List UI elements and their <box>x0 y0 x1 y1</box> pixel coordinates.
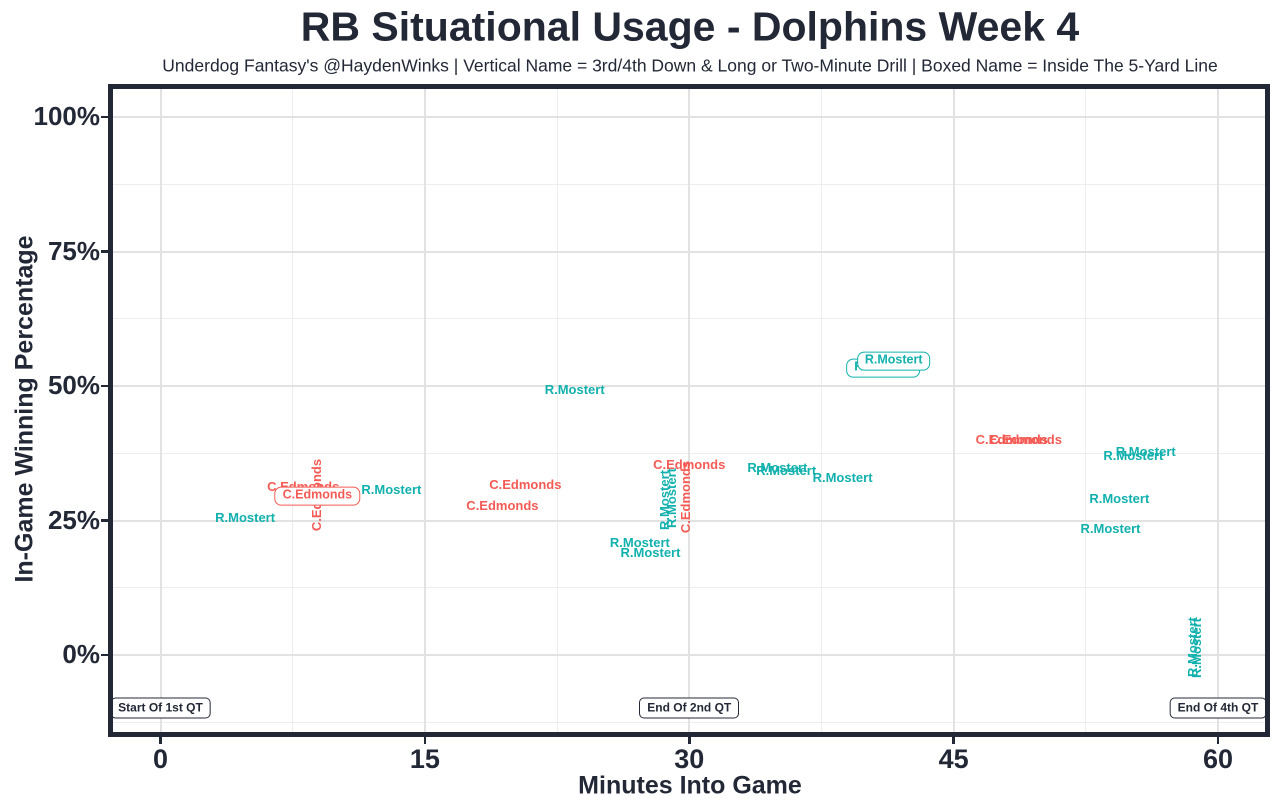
annotation-end-of-4th-qt: End Of 4th QT <box>1169 697 1265 719</box>
player-label-vertical-c-edmonds: C.Edmonds <box>677 460 693 533</box>
x-tick-label: 15 <box>409 744 440 774</box>
x-tick-label: 45 <box>938 744 969 774</box>
gridline-y-major <box>113 385 1265 387</box>
gridline-x-major <box>423 89 426 732</box>
player-label-horizontal-r-mostert: R.Mostert <box>756 462 817 478</box>
gridline-y-major <box>113 116 1265 118</box>
gridline-x-major <box>688 89 691 732</box>
player-label-horizontal-r-mostert: R.Mostert <box>609 534 670 550</box>
player-label-horizontal-r-mostert: R.Mostert <box>1115 444 1176 460</box>
player-label-horizontal-r-mostert: R.Mostert <box>812 469 873 485</box>
player-label-horizontal-c-edmonds: C.Edmonds <box>466 497 539 513</box>
x-axis-title: Minutes Into Game <box>578 771 802 800</box>
player-label-horizontal-r-mostert: R.Mostert <box>747 459 808 475</box>
x-tick-mark <box>159 737 162 744</box>
player-label-boxed-r-mostert: R.Mostert <box>856 351 931 371</box>
y-tick-label: 100% <box>33 100 101 131</box>
player-label-boxed-c-edmonds: C.Edmonds <box>274 486 361 506</box>
player-label-vertical-r-mostert: R.Mostert <box>1188 618 1204 678</box>
x-tick-mark <box>688 737 691 744</box>
gridline-x-minor <box>556 89 558 732</box>
x-tick-label: 60 <box>1202 744 1234 774</box>
y-tick-label: 0% <box>62 638 100 669</box>
gridline-x-major <box>159 89 162 732</box>
player-label-vertical-r-mostert: R.Mostert <box>663 467 679 528</box>
y-tick-label: 50% <box>47 369 100 400</box>
chart-subtitle: Underdog Fantasy's @HaydenWinks | Vertic… <box>162 55 1218 76</box>
annotation-start-of-1st-qt: Start Of 1st QT <box>113 697 211 719</box>
y-tick-mark <box>101 384 108 388</box>
plot-area: R.Mostert R.Mostert R.Mostert R.Mostert R.Mo… <box>113 89 1265 732</box>
annotation-end-of-2nd-qt: End Of 2nd QT <box>639 697 740 719</box>
gridline-x-major <box>1217 89 1219 732</box>
player-label-horizontal-c-edmonds: C.Edmonds <box>975 431 1048 447</box>
x-tick-mark <box>423 737 427 744</box>
player-label-horizontal-r-mostert: R.Mostert <box>1103 447 1164 463</box>
player-label-horizontal-r-mostert: R.Mostert <box>1089 490 1150 506</box>
gridline-x-minor <box>820 89 822 732</box>
y-tick-label: 75% <box>47 235 100 266</box>
gridline-y-major <box>113 519 1265 522</box>
plot-panel: R.Mostert R.Mostert R.Mostert R.Mostert R.Mo… <box>108 84 1270 737</box>
gridline-y-major <box>113 250 1265 253</box>
x-tick-mark <box>1216 737 1220 744</box>
chart-title: RB Situational Usage - Dolphins Week 4 <box>300 3 1080 50</box>
y-tick-label: 25% <box>47 504 100 535</box>
y-axis-title: In-Game Winning Percentage <box>10 235 39 583</box>
player-label-horizontal-r-mostert: R.Mostert <box>620 544 681 560</box>
player-label-horizontal-r-mostert: R.Mostert <box>544 381 605 397</box>
player-label-horizontal-c-edmonds: C.Edmonds <box>653 456 726 472</box>
gridline-y-major <box>113 654 1265 656</box>
player-label-horizontal-r-mostert: R.Mostert <box>215 509 276 525</box>
player-label-horizontal-c-edmonds: C.Edmonds <box>489 476 562 492</box>
gridline-x-minor <box>1085 89 1087 732</box>
gridline-x-major <box>952 89 955 732</box>
player-label-horizontal-r-mostert: R.Mostert <box>361 481 422 497</box>
y-tick-mark <box>101 115 108 119</box>
x-tick-label: 0 <box>152 744 169 774</box>
y-tick-mark <box>101 519 108 522</box>
player-label-horizontal-c-edmonds: C.Edmonds <box>989 431 1062 447</box>
gridline-x-minor <box>292 89 294 732</box>
player-label-horizontal-r-mostert: R.Mostert <box>1080 520 1141 536</box>
y-tick-mark <box>101 250 108 253</box>
x-tick-mark <box>952 737 955 744</box>
y-tick-mark <box>101 653 108 657</box>
x-tick-label: 30 <box>674 744 705 774</box>
